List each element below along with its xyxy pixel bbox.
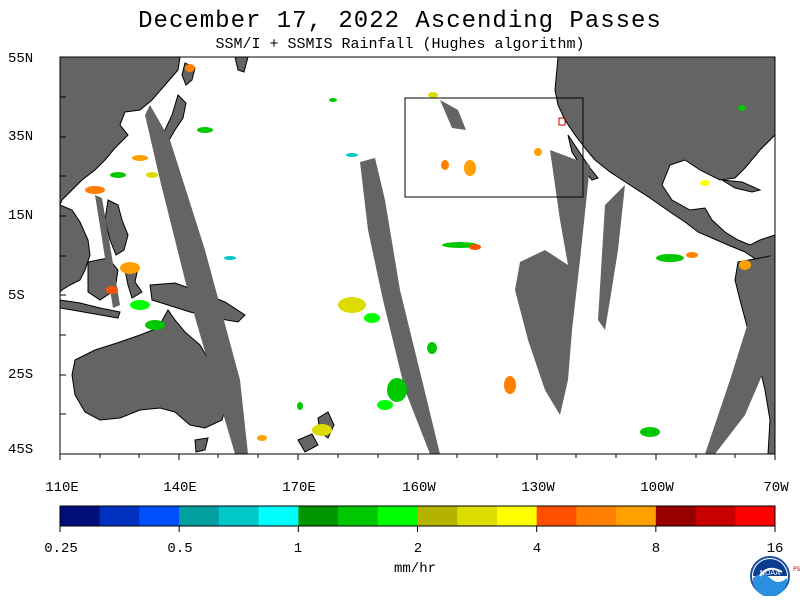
swath-gap-7 [95, 195, 120, 308]
rain-patch [106, 286, 118, 294]
lon-label: 100W [640, 480, 674, 496]
rain-patch [312, 424, 332, 436]
lat-label: 45S [8, 442, 34, 458]
swath-gap-6 [705, 250, 775, 454]
rain-patch [739, 260, 751, 270]
map-subtitle: SSM/I + SSMIS Rainfall (Hughes algorithm… [215, 36, 585, 53]
landmass-north-america [554, 56, 776, 263]
swath-gap-5 [598, 185, 625, 330]
rain-patch [700, 180, 710, 186]
landmass-indochina [59, 204, 91, 294]
rain-patch [738, 105, 746, 111]
rain-patch [504, 376, 516, 394]
lat-label: 15N [8, 208, 34, 224]
landmass-java [59, 299, 121, 319]
rain-patch [146, 172, 158, 178]
rain-patch [338, 297, 366, 313]
rain-patch [329, 98, 337, 102]
landmass-asia [59, 56, 181, 206]
landmass-cuba [721, 179, 762, 193]
landmass-new-zealand-south [297, 433, 319, 453]
lat-label: 35N [8, 129, 34, 145]
rain-patch [464, 160, 476, 176]
colorbar-tick-label: 2 [413, 541, 423, 557]
colorbar-tick-label: 1 [293, 541, 303, 557]
psl-logo-text: PSL [793, 566, 800, 573]
rain-patch [640, 427, 660, 437]
colorbar-tick-label: 4 [532, 541, 542, 557]
rainfall-patches [85, 64, 751, 441]
rain-patch [185, 64, 195, 72]
rain-patch [428, 92, 438, 98]
colorbar-units: mm/hr [393, 561, 436, 577]
rain-patch [441, 160, 449, 170]
noaa-logo: NOAA [750, 556, 790, 596]
swath-gap-2 [360, 158, 440, 454]
rain-patch [656, 254, 684, 262]
rain-patch [130, 300, 150, 310]
landmass-tasmania [194, 437, 209, 453]
rain-patch [387, 378, 407, 402]
map-title: December 17, 2022 Ascending Passes [138, 8, 662, 35]
rain-patch [442, 242, 478, 248]
rain-patch [364, 313, 380, 323]
rain-patch [469, 244, 481, 250]
lon-label: 140E [163, 480, 197, 496]
rain-patch [120, 262, 140, 274]
rain-patch [257, 435, 267, 441]
colorbar-tick-label: 0.5 [167, 541, 193, 557]
rain-patch [197, 127, 213, 133]
rain-patch [427, 342, 437, 354]
lat-label: 55N [8, 51, 34, 67]
lon-label: 170E [282, 480, 316, 496]
site-marker [558, 117, 566, 126]
lat-label: 25S [8, 367, 34, 383]
colorbar-tick-label: 8 [651, 541, 661, 557]
lon-label: 130W [521, 480, 555, 496]
lon-ticks [59, 454, 776, 460]
swath-gap-4 [515, 150, 590, 415]
lat-label: 5S [8, 288, 25, 304]
rain-patch [346, 153, 358, 157]
rain-patch [377, 400, 393, 410]
rain-patch [110, 172, 126, 178]
rain-patch [297, 402, 303, 410]
colorbar-tick-label: 0.25 [44, 541, 78, 557]
noaa-logo-text: NOAA [760, 569, 781, 577]
rain-patch [534, 148, 542, 156]
rain-patch [224, 256, 236, 260]
rain-patch [686, 252, 698, 258]
swath-gap-1 [145, 105, 248, 454]
rain-patch [85, 186, 105, 194]
swath-gap-3 [440, 100, 466, 130]
rain-patch [132, 155, 148, 161]
inset-box [404, 97, 584, 198]
lat-ticks [60, 96, 66, 415]
rain-patch [145, 320, 165, 330]
lon-label: 70W [763, 480, 789, 496]
colorbar-tick-label: 16 [766, 541, 784, 557]
lon-label: 160W [402, 480, 436, 496]
lon-label: 110E [45, 480, 79, 496]
